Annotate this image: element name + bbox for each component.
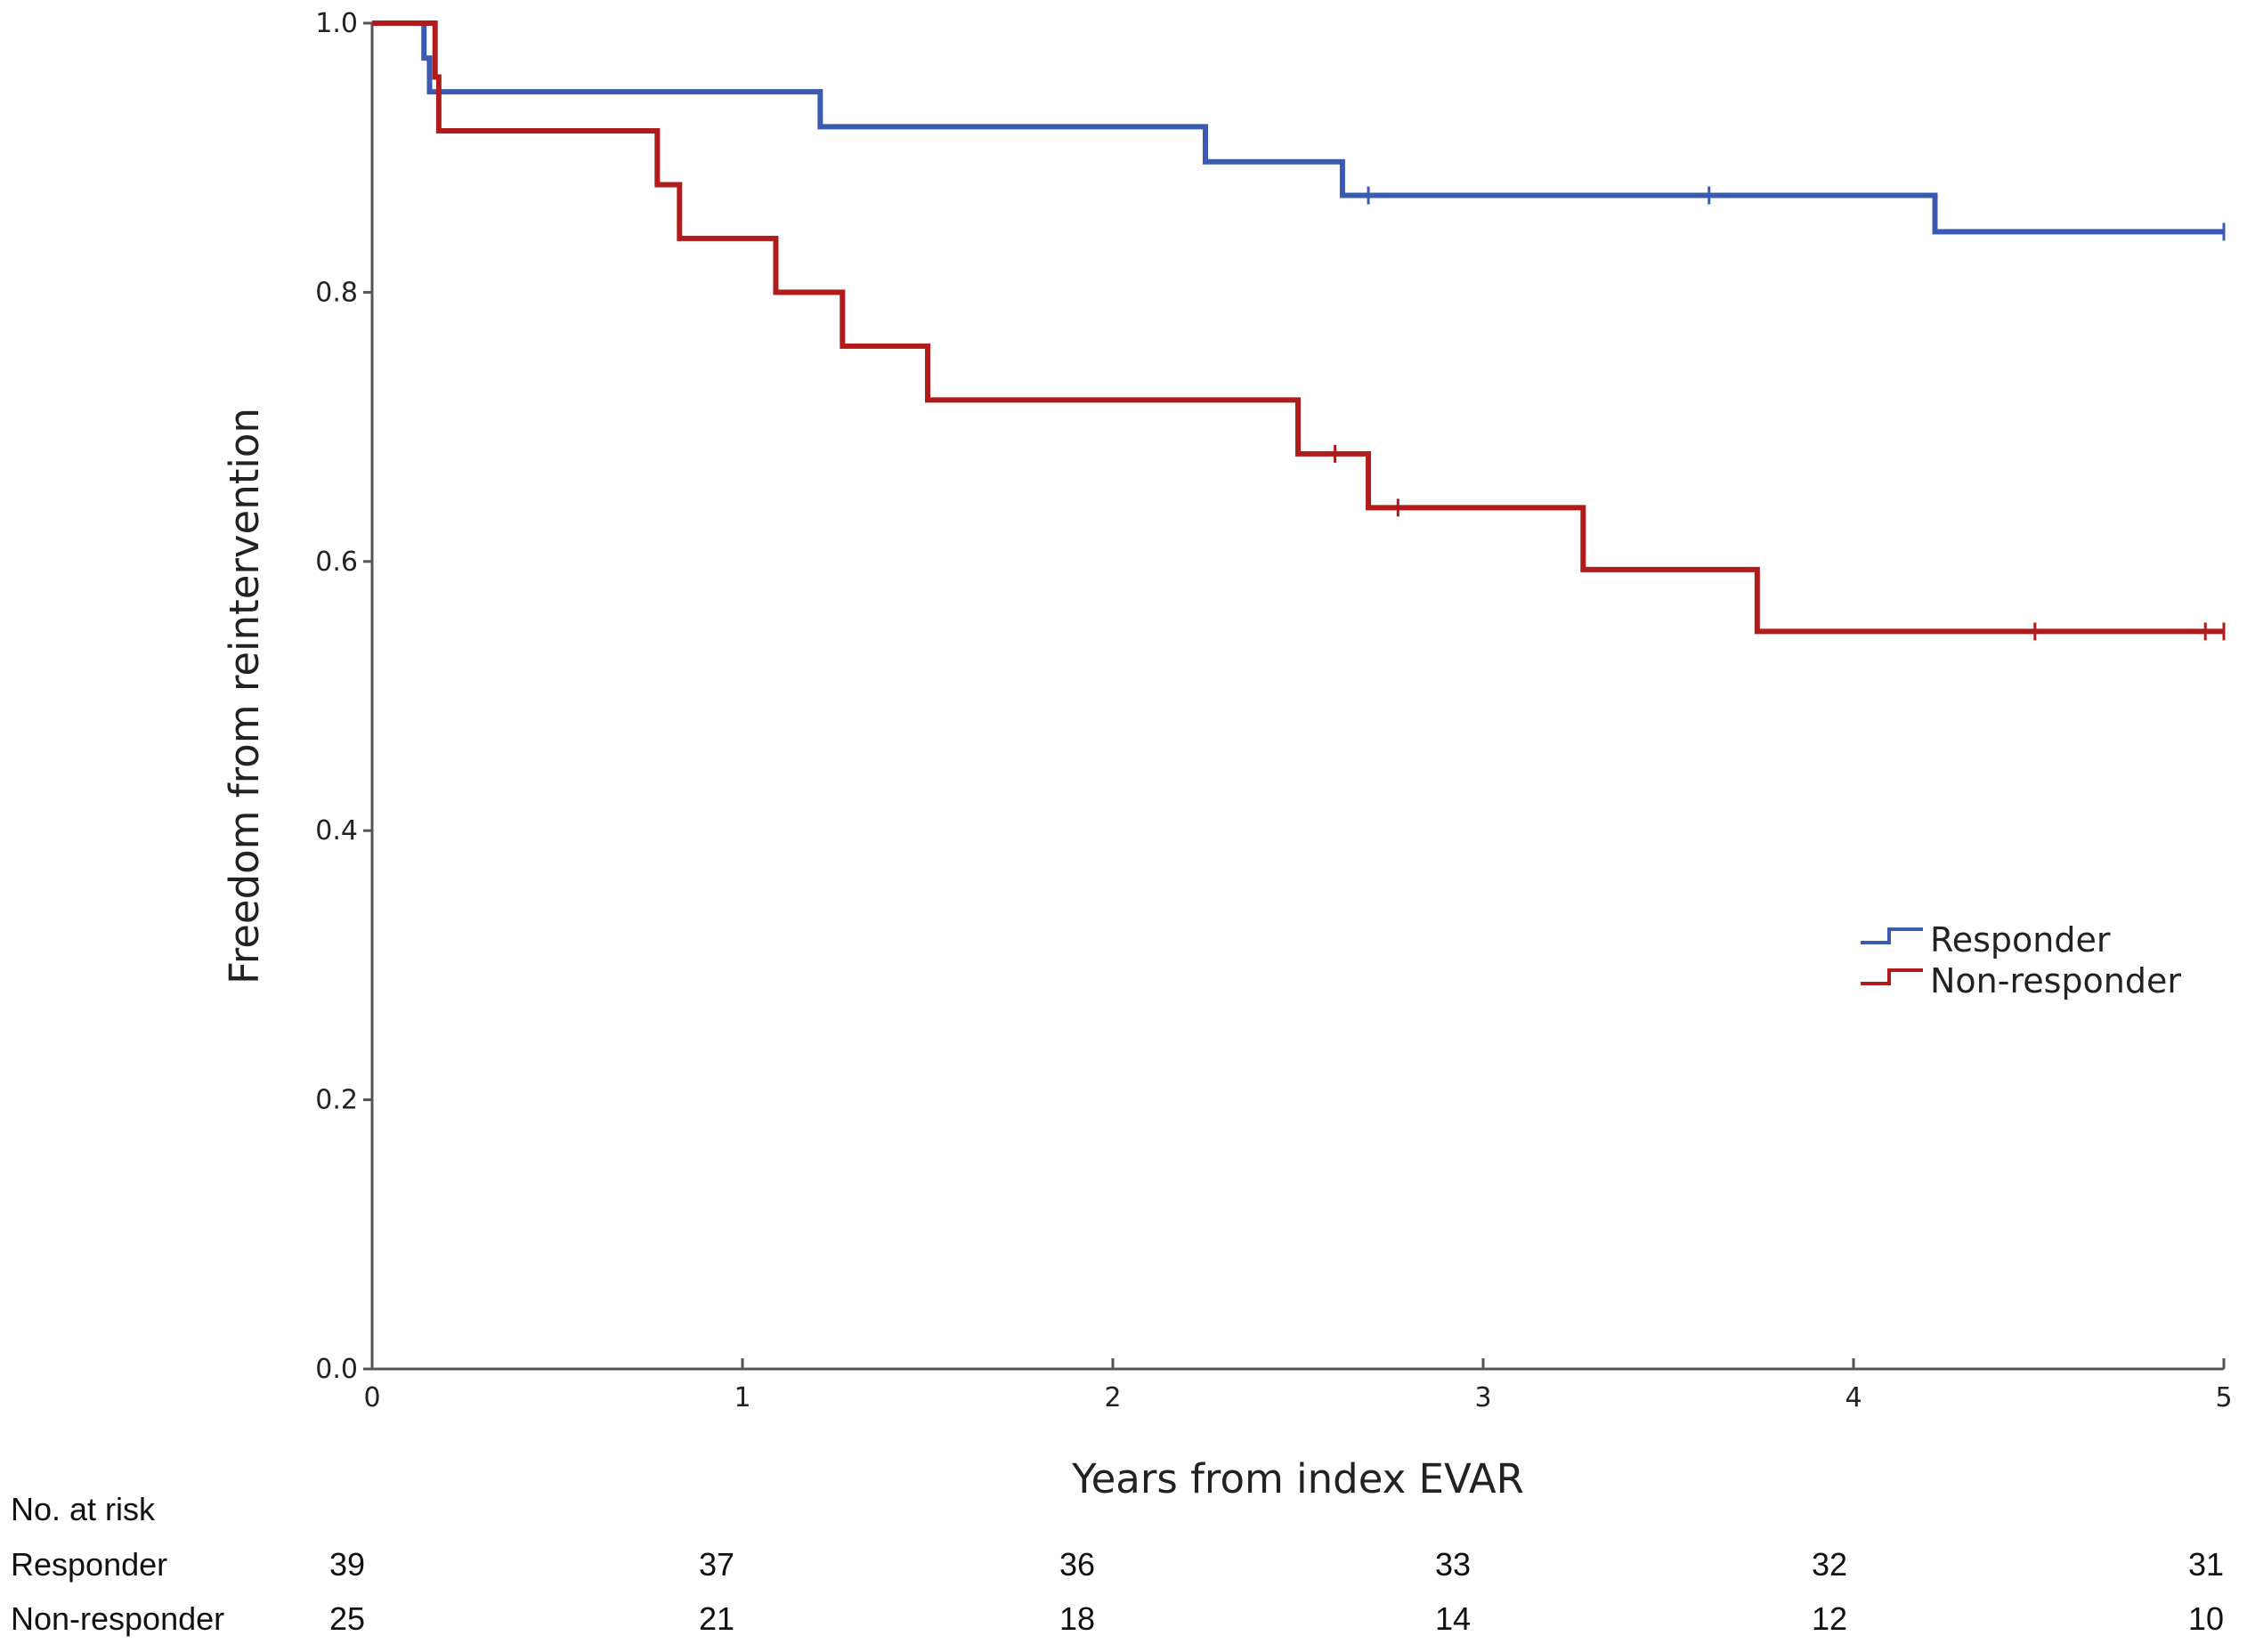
legend-label-responder: Responder <box>1930 920 2111 960</box>
risk-value-responder: 31 <box>2188 1546 2224 1583</box>
x-tick-label: 0 <box>363 1382 380 1413</box>
y-axis-title: Freedom from reintervention <box>221 408 268 984</box>
risk-value-non-responder: 18 <box>1059 1600 1095 1637</box>
legend-swatch-non-responder <box>1861 968 1923 985</box>
risk-value-responder: 39 <box>329 1546 365 1583</box>
y-tick-label: 0.0 <box>315 1354 358 1385</box>
x-tick-label: 2 <box>1104 1382 1121 1413</box>
y-tick-label: 1.0 <box>315 8 358 39</box>
risk-value-responder: 37 <box>699 1546 734 1583</box>
risk-value-non-responder: 21 <box>699 1600 734 1637</box>
legend-label-non-responder: Non-responder <box>1930 961 2181 1000</box>
x-tick-label: 4 <box>1845 1382 1862 1413</box>
survival-curves <box>372 20 2226 641</box>
risk-value-non-responder: 14 <box>1435 1600 1471 1637</box>
risk-value-responder: 32 <box>1812 1546 1847 1583</box>
y-tick-label: 0.8 <box>315 277 358 308</box>
risk-values: 39 37 36 33 32 31 25 21 18 14 12 10 <box>329 1546 2224 1637</box>
y-tick-label: 0.6 <box>315 547 358 578</box>
x-axis-title: Years from index EVAR <box>1071 1455 1524 1502</box>
y-tick-label: 0.2 <box>315 1085 358 1116</box>
risk-value-non-responder: 10 <box>2188 1600 2224 1637</box>
curve-responder <box>372 20 2224 235</box>
risk-table: No. at risk Responder Non-responder 39 37… <box>11 1491 2224 1637</box>
x-ticks: 0 1 2 3 4 5 <box>363 1358 2233 1413</box>
legend-swatch-responder <box>1861 927 1923 944</box>
y-ticks: 0.0 0.2 0.4 0.6 0.8 1.0 <box>315 8 372 1385</box>
risk-value-non-responder: 25 <box>329 1600 365 1637</box>
risk-row-label-non-responder: Non-responder <box>11 1600 224 1637</box>
x-tick-label: 1 <box>734 1382 750 1413</box>
x-tick-label: 3 <box>1474 1382 1491 1413</box>
legend: Responder Non-responder <box>1861 920 2181 1000</box>
risk-row-label-responder: Responder <box>11 1546 167 1583</box>
risk-value-responder: 33 <box>1435 1546 1471 1583</box>
curve-non-responder <box>372 20 2224 635</box>
x-tick-label: 5 <box>2215 1382 2232 1413</box>
risk-value-responder: 36 <box>1059 1546 1095 1583</box>
y-tick-label: 0.4 <box>315 815 358 846</box>
risk-table-header: No. at risk <box>11 1491 156 1527</box>
risk-value-non-responder: 12 <box>1812 1600 1847 1637</box>
